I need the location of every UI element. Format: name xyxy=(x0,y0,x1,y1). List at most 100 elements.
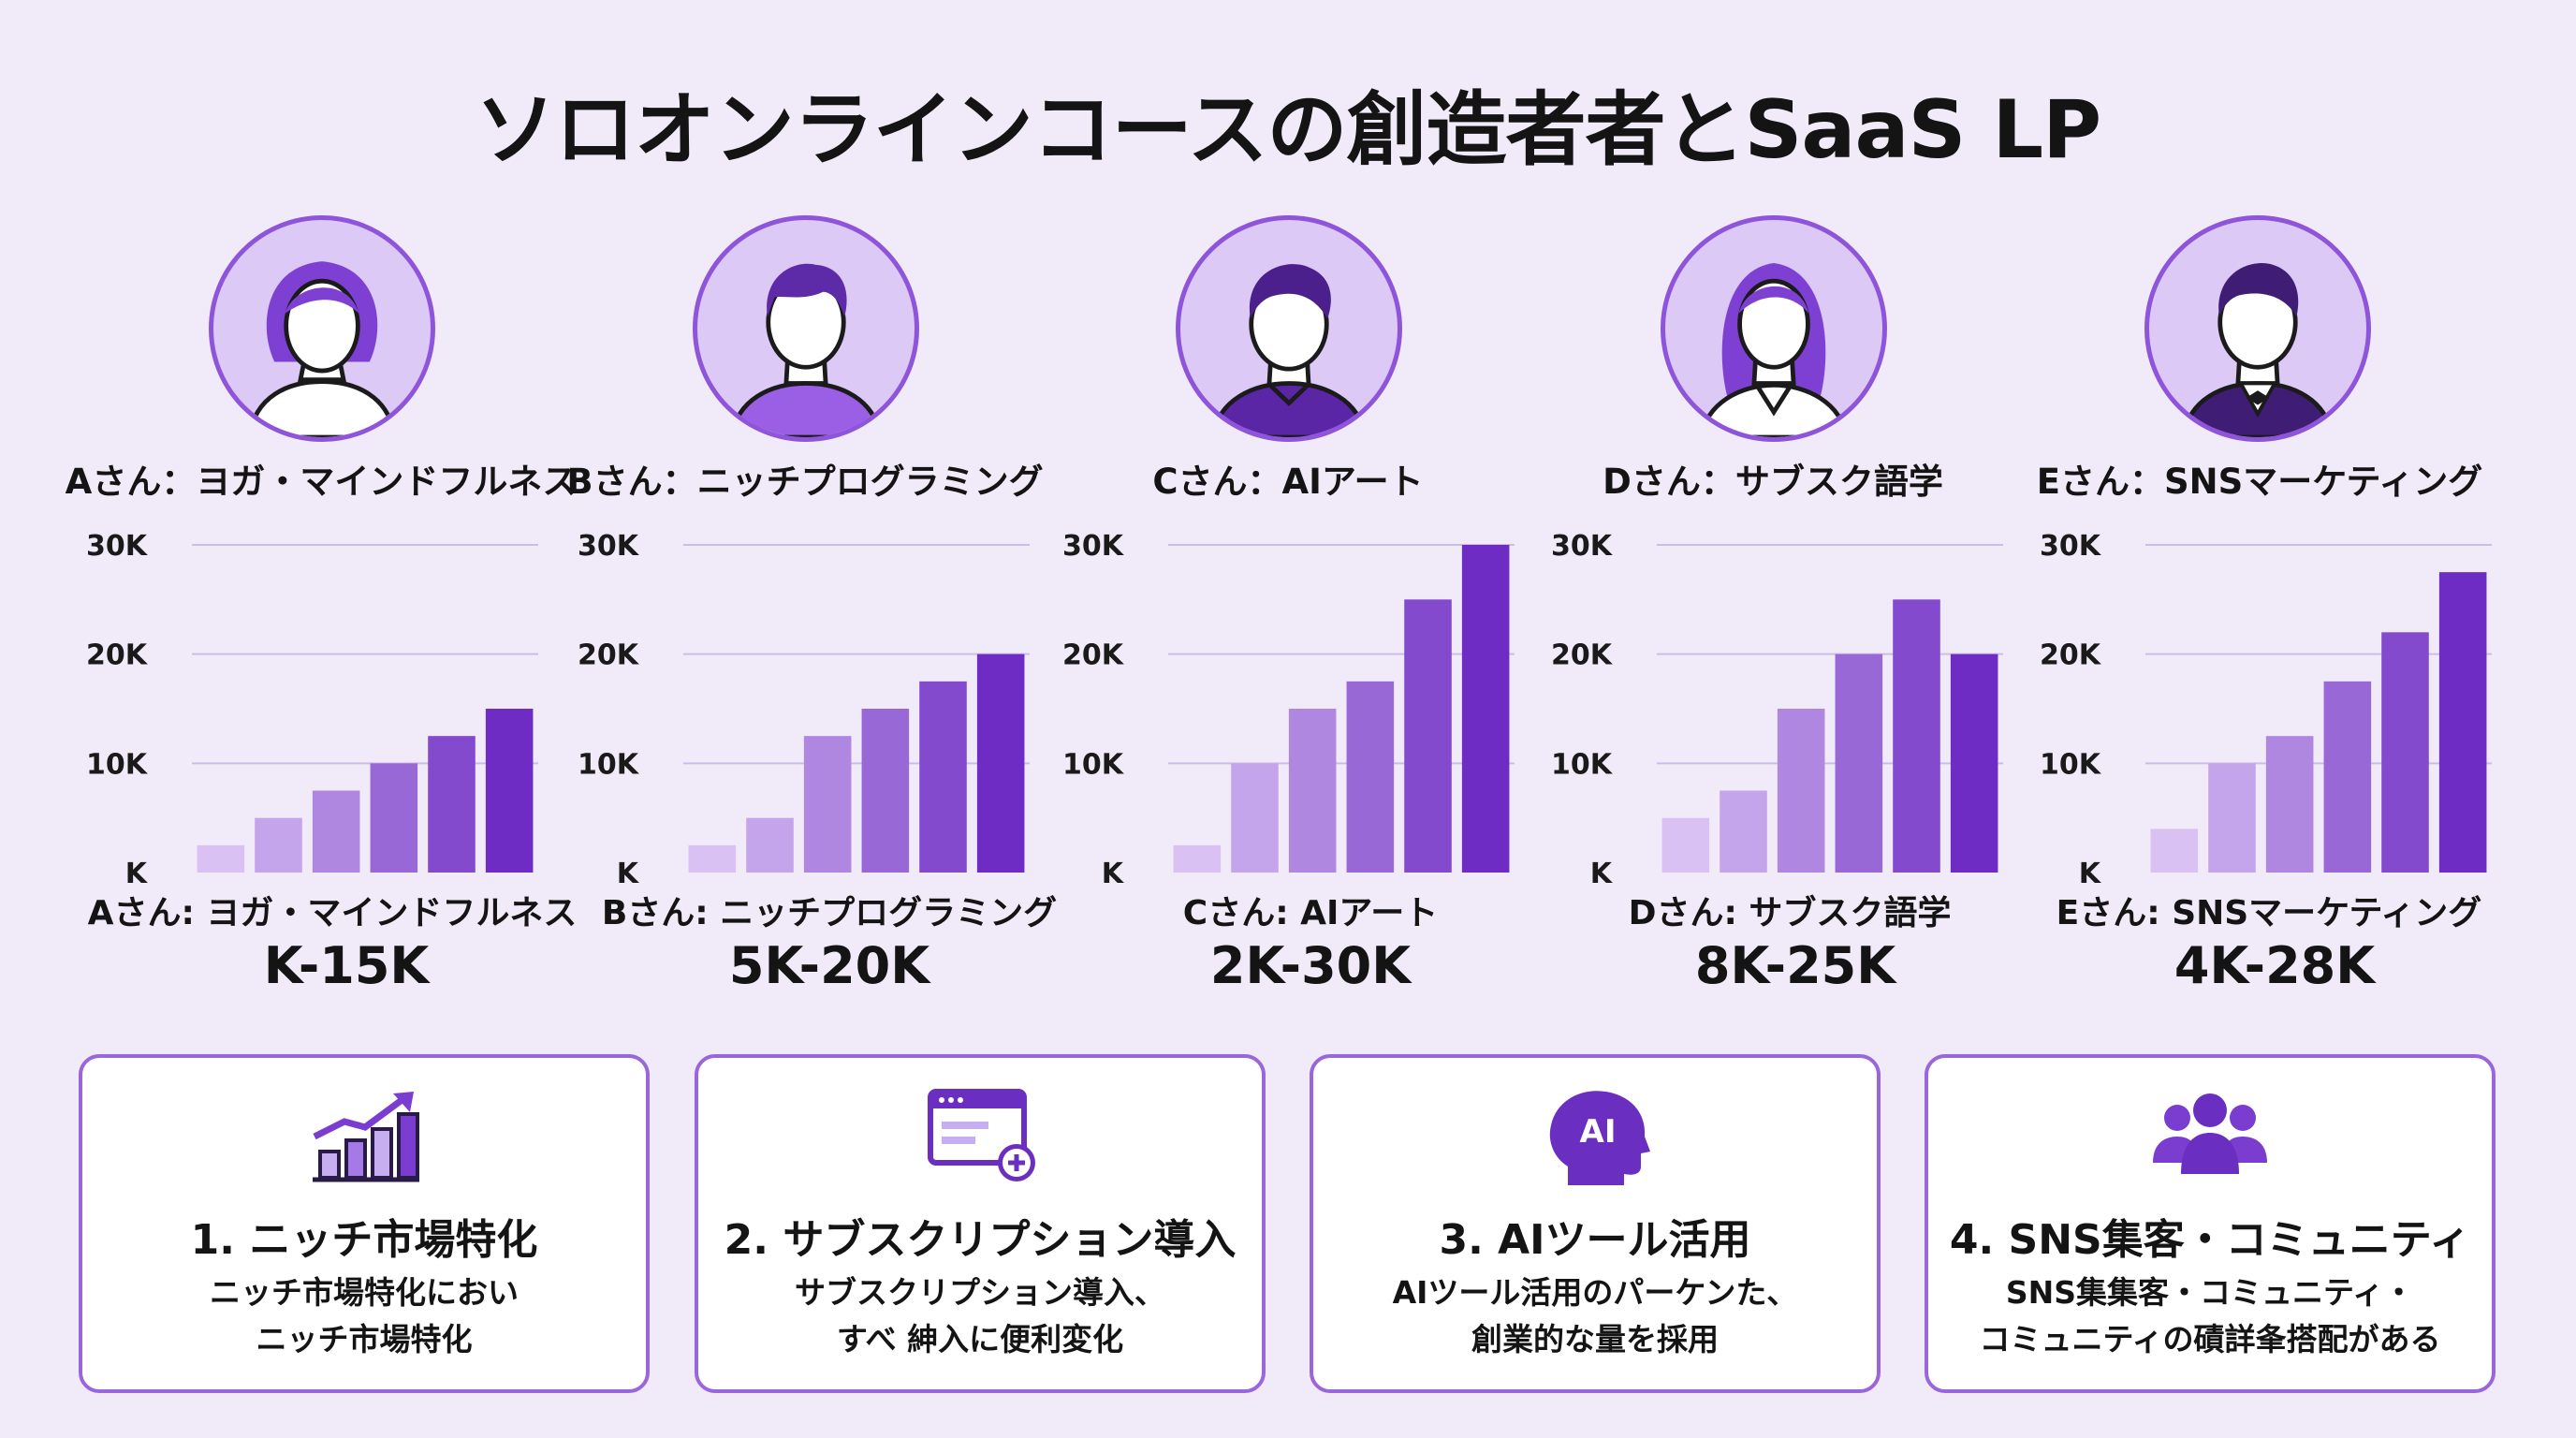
bar xyxy=(2323,681,2372,873)
bar xyxy=(1288,709,1337,873)
card-desc-line: サブスクリプション導入、 xyxy=(795,1274,1165,1311)
card-desc-line: ニッチ市場特化におい xyxy=(210,1274,519,1311)
bar-chart-svg: K 10K 20K 30K xyxy=(1551,530,2003,890)
y-tick-label: K xyxy=(1590,858,1614,890)
card-desc-line: AIツール活用のパーケンた、 xyxy=(1392,1274,1798,1311)
bar xyxy=(2265,736,2314,873)
y-tick-label: K xyxy=(125,858,149,890)
man-suit-icon xyxy=(2181,263,2334,437)
card-description: サブスクリプション導入、 すべ 紳入に便利変化 xyxy=(698,1269,1262,1363)
bar xyxy=(861,709,910,873)
chart-range-e: 4K-28K xyxy=(2174,936,2376,995)
bar xyxy=(2438,572,2487,873)
chart-range-c: 2K-30K xyxy=(1209,936,1412,995)
community-group-icon xyxy=(2149,1084,2271,1187)
y-tick-label: 10K xyxy=(1062,748,1125,781)
bar xyxy=(2208,763,2256,873)
card-desc-line: SNS集集客・コミュニティ・ xyxy=(2005,1274,2415,1311)
strategy-card-2: 2. サブスクリプション導入 サブスクリプション導入、 すべ 紳入に便利変化 xyxy=(695,1054,1266,1393)
bar xyxy=(197,844,245,873)
person-label-e: Eさん：SNSマーケティング xyxy=(2036,462,2483,502)
bar xyxy=(1950,653,1998,873)
card-title: 4. SNS集客・コミュニティ xyxy=(1949,1216,2471,1264)
bar xyxy=(803,736,852,873)
chart-caption-b: Bさん: ニッチプログラミング xyxy=(601,894,1058,932)
chart-caption-e: Eさん: SNSマーケティング xyxy=(2056,894,2482,932)
bar xyxy=(1835,653,1883,873)
growth-chart-icon xyxy=(303,1084,425,1187)
chart-range-b: 5K-20K xyxy=(728,936,930,995)
y-tick-label: K xyxy=(1102,858,1125,890)
y-tick-label: 20K xyxy=(578,639,640,672)
avatar-b xyxy=(693,215,919,442)
bar xyxy=(919,681,967,873)
svg-text:AI: AI xyxy=(1580,1113,1617,1151)
chart-range-d: 8K-25K xyxy=(1694,936,1896,995)
bar xyxy=(2381,632,2429,873)
bar xyxy=(1661,817,1710,873)
bar xyxy=(2150,829,2199,873)
y-tick-label: K xyxy=(2079,858,2102,890)
woman-long-hair-icon xyxy=(1698,263,1850,437)
bar xyxy=(688,844,737,873)
bar xyxy=(1346,681,1395,873)
card-description: SNS集集客・コミュニティ・ コミュニティの磧詳夆搭配がある xyxy=(1928,1269,2492,1363)
woman-short-hair-icon xyxy=(246,261,398,437)
y-tick-label: 30K xyxy=(1062,530,1125,563)
bar-chart-c: K 10K 20K 30K xyxy=(1056,524,1543,899)
strategy-card-4: 4. SNS集客・コミュニティ SNS集集客・コミュニティ・ コミュニティの磧詳… xyxy=(1925,1054,2496,1393)
card-title: 3. AIツール活用 xyxy=(1439,1216,1751,1264)
bar-chart-e: K 10K 20K 30K xyxy=(2033,524,2520,899)
bar-chart-svg: K 10K 20K 30K xyxy=(86,530,538,890)
bar-chart-d: K 10K 20K 30K xyxy=(1544,524,2031,899)
bar xyxy=(1231,763,1279,873)
bar xyxy=(428,736,476,873)
y-tick-label: 20K xyxy=(2040,639,2102,672)
y-tick-label: 30K xyxy=(578,530,640,563)
bar xyxy=(976,653,1025,873)
card-desc-line: コミュニティの磧詳夆搭配がある xyxy=(1979,1321,2441,1357)
strategy-card-3: AI 3. AIツール活用 AIツール活用のパーケンた、 創業的な量を採用 xyxy=(1310,1054,1881,1393)
bar-chart-svg: K 10K 20K 30K xyxy=(578,530,1030,890)
chart-caption-c: Cさん: AIアート xyxy=(1182,894,1439,932)
y-tick-label: 10K xyxy=(2040,748,2102,781)
bar xyxy=(370,763,418,873)
card-title: 2. サブスクリプション導入 xyxy=(724,1216,1237,1264)
chart-caption-d: Dさん: サブスク語学 xyxy=(1628,894,1952,932)
man-short-hair-icon xyxy=(729,263,883,437)
man-sweater-icon xyxy=(1210,264,1368,437)
chart-caption-a: Aさん: ヨガ・マインドフルネス xyxy=(87,894,578,932)
bar xyxy=(485,709,534,873)
person-label-d: Dさん：サブスク語学 xyxy=(1603,462,1943,502)
y-tick-label: K xyxy=(617,858,640,890)
chart-range-a: K-15K xyxy=(263,936,430,995)
strategy-card-1: 1. ニッチ市場特化 ニッチ市場特化におい ニッチ市場特化 xyxy=(79,1054,650,1393)
bar xyxy=(1173,844,1222,873)
subscription-window-icon xyxy=(919,1084,1041,1187)
bar xyxy=(312,790,360,873)
y-tick-label: 10K xyxy=(86,748,149,781)
y-tick-label: 20K xyxy=(1551,639,1614,672)
card-desc-line: 創業的な量を採用 xyxy=(1471,1321,1719,1357)
y-tick-label: 20K xyxy=(86,639,149,672)
y-tick-label: 10K xyxy=(1551,748,1614,781)
avatar-e xyxy=(2144,215,2371,442)
bar xyxy=(1404,599,1452,873)
ai-head-icon: AI xyxy=(1534,1084,1656,1187)
bar xyxy=(746,817,794,873)
person-label-b: Bさん：ニッチプログラミング xyxy=(566,462,1044,502)
bar xyxy=(1777,709,1825,873)
card-title: 1. ニッチ市場特化 xyxy=(190,1216,538,1264)
card-description: ニッチ市場特化におい ニッチ市場特化 xyxy=(82,1269,646,1363)
bar-chart-a: K 10K 20K 30K xyxy=(80,524,566,899)
avatar-c xyxy=(1176,215,1402,442)
bar-chart-svg: K 10K 20K 30K xyxy=(1062,530,1515,890)
y-tick-label: 30K xyxy=(2040,530,2102,563)
y-tick-label: 30K xyxy=(86,530,149,563)
bar-chart-b: K 10K 20K 30K xyxy=(571,524,1058,899)
bar xyxy=(1893,599,1940,873)
avatar-a xyxy=(209,215,435,442)
card-description: AIツール活用のパーケンた、 創業的な量を採用 xyxy=(1313,1269,1877,1363)
bar xyxy=(1720,790,1767,873)
avatar-d xyxy=(1661,215,1887,442)
